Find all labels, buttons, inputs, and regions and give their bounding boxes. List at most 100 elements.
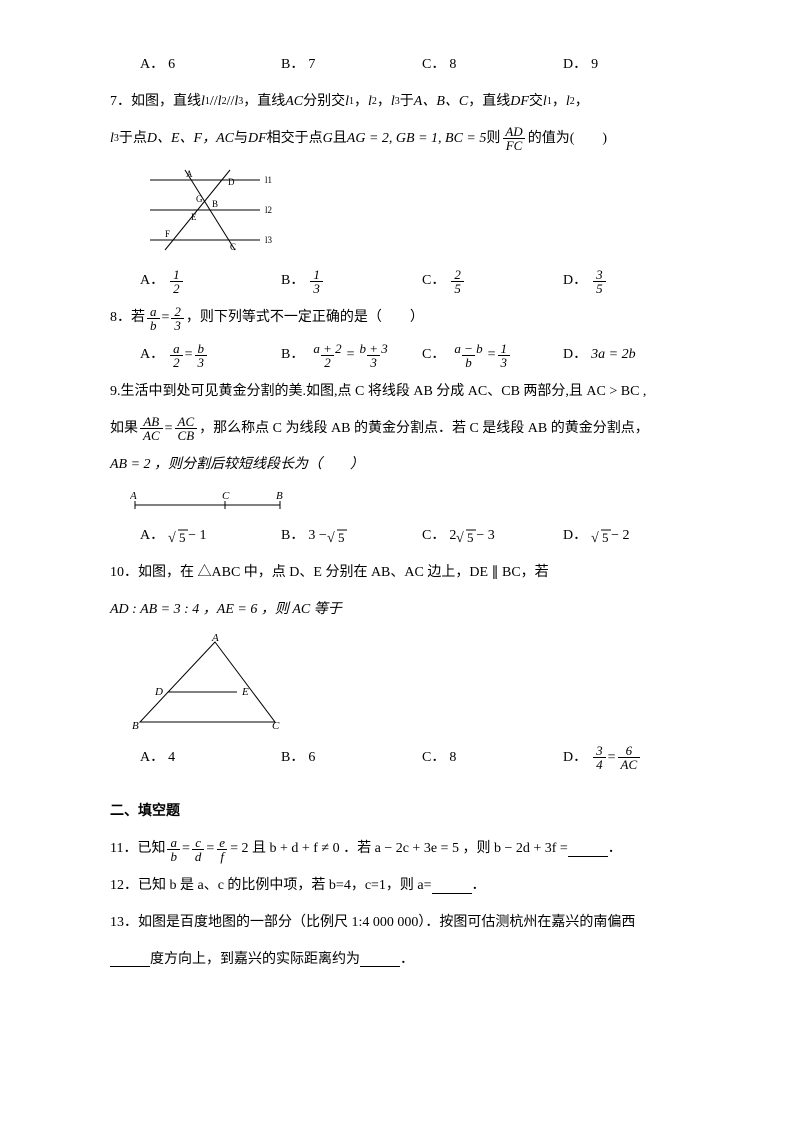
q7-t2: ，直线	[243, 87, 285, 118]
q9b: 3 −	[308, 521, 326, 552]
q8cln: a − b	[451, 342, 485, 355]
q11-p: ．	[608, 834, 622, 865]
q7bn: 1	[310, 268, 323, 281]
q8f2d: 3	[171, 318, 184, 332]
q10-choices: A．4 B．6 C．8 D． 34 = 6AC	[140, 743, 704, 774]
q9t2b: ，那么称点 C 为线段 AB 的黄金分割点．若 C 是线段 AB 的黄金分割点，	[199, 414, 649, 445]
q10drn: 6	[623, 744, 636, 757]
q9lb: B．	[281, 521, 304, 552]
q10-ca: A．4	[140, 743, 281, 774]
q7-cc: C．25	[422, 266, 563, 297]
q7-ac2: AC	[216, 124, 234, 155]
q13-line1: 13．如图是百度地图的一部分（比例尺 1:4 000 000）．按图可估测杭州在…	[110, 908, 704, 939]
lc: C．	[422, 266, 445, 297]
q7-c2: ，	[377, 87, 391, 118]
q7-t3: 分别交	[303, 87, 345, 118]
q7-c1: ，	[354, 87, 368, 118]
svg-text:A: A	[211, 632, 219, 644]
q10dd: 4	[593, 757, 606, 771]
q7-t8: 与	[234, 124, 248, 155]
label-c: C．	[422, 50, 445, 81]
q6-choice-c: C．8	[422, 50, 563, 81]
q9a: − 1	[188, 521, 206, 552]
q8aln: a	[170, 342, 183, 355]
q10c: 8	[449, 743, 456, 774]
q13-p: ．	[400, 945, 414, 976]
svg-text:D: D	[154, 686, 163, 698]
q7an: 1	[170, 268, 183, 281]
q8-t1: 8．若	[110, 303, 145, 334]
q6-choice-a: A．6	[140, 50, 281, 81]
label-a: A．	[140, 50, 164, 81]
q7-par1: //	[210, 87, 218, 118]
q7-df: DF	[510, 87, 529, 118]
q7-def: D、E、F，	[147, 124, 216, 155]
q8ald: 2	[170, 355, 183, 369]
svg-text:l2: l2	[265, 205, 272, 215]
q9t1: 9.生活中到处可见黄金分割的美.如图,点 C 将线段 AB 分成 AC、CB 两…	[110, 377, 646, 408]
q9cb: − 3	[476, 521, 494, 552]
svg-text:√: √	[591, 531, 599, 546]
svg-text:A: A	[186, 169, 193, 179]
q8ceq: =	[488, 340, 496, 371]
q10ld: D．	[563, 743, 587, 774]
q10-line1: 10．如图，在 △ABC 中，点 D、E 分别在 AB、AC 边上，DE ∥ B…	[110, 558, 704, 589]
q6-a-val: 6	[168, 50, 175, 81]
q8cld: b	[462, 355, 475, 369]
svg-text:A: A	[130, 490, 137, 502]
q11t1: 11．已知	[110, 834, 165, 865]
q7-diagram: A D G B E F C l1 l2 l3	[130, 160, 704, 260]
q9frn: AC	[175, 415, 198, 428]
q8-eq: =	[162, 303, 170, 334]
q11-line: 11．已知 ab = cd = ef = 2 且 b + d + f ≠ 0 ．…	[110, 834, 704, 865]
q7-line2: l3 于点 D、E、F， AC 与 DF 相交于点 G 且 AG = 2, GB…	[110, 124, 704, 155]
la: A．	[140, 266, 164, 297]
q9ld: D．	[563, 521, 587, 552]
q9lc: C．	[422, 521, 445, 552]
q9t2a: 如果	[110, 414, 138, 445]
q7-t12: 的值为( )	[528, 124, 607, 155]
q9-cd: D． √5 − 2	[563, 521, 704, 552]
q8-cb: B． a + 22 = b + 33	[281, 340, 422, 371]
svg-text:l3: l3	[265, 235, 273, 245]
q9-choices: A． √5 − 1 B． 3 − √5 C． 2 √5 − 3 D． √5 − …	[140, 521, 704, 552]
svg-text:D: D	[228, 177, 235, 187]
q8la: A．	[140, 340, 164, 371]
q6-c-val: 8	[449, 50, 456, 81]
q8dval: 3a = 2b	[591, 340, 635, 371]
q10-line2: AD : AB = 3 : 4 ，AE = 6 ，则 AC 等于	[110, 595, 704, 626]
q13t2: 度方向上，到嘉兴的实际距离约为	[150, 945, 360, 976]
q7bd: 3	[310, 281, 323, 295]
q6-choices: A．6 B．7 C．8 D．9	[140, 50, 704, 81]
q7-t6: 交	[529, 87, 543, 118]
q7-t4: 于	[400, 87, 414, 118]
q8-choices: A． a2 = b3 B． a + 22 = b + 33 C． a − bb …	[140, 340, 704, 371]
q13t1: 13．如图是百度地图的一部分（比例尺 1:4 000 000）．按图可估测杭州在…	[110, 908, 635, 939]
q9-cb: B． 3 − √5	[281, 521, 422, 552]
q7dn: 3	[593, 268, 606, 281]
q8brn: b + 3	[357, 342, 391, 355]
svg-text:5: 5	[179, 530, 186, 545]
q7-t1: 7．如图，直线	[110, 87, 201, 118]
svg-text:√: √	[168, 531, 176, 546]
q12t: 12．已知 b 是 a、c 的比例中项，若 b=4，c=1，则 a=	[110, 871, 432, 902]
q6-choice-d: D．9	[563, 50, 704, 81]
lb: B．	[281, 266, 304, 297]
q7-c4: ，	[575, 87, 589, 118]
q7-eq: AG = 2, GB = 1, BC = 5	[347, 124, 487, 155]
q7-t11: 则	[486, 124, 500, 155]
q7-g: G	[323, 124, 333, 155]
q9fld: AC	[140, 428, 163, 442]
q10dn: 3	[593, 744, 606, 757]
q8f1n: a	[147, 305, 160, 318]
q13-blank1	[110, 952, 150, 967]
q8ld: D．	[563, 340, 587, 371]
q11f2d: d	[192, 849, 205, 863]
q7-frac: ADFC	[502, 125, 525, 152]
q7-frN: AD	[502, 125, 525, 138]
q10lb: B．	[281, 743, 304, 774]
q6-d-val: 9	[591, 50, 598, 81]
q11f3n: e	[216, 836, 228, 849]
q11t2: = 2 且 b + d + f ≠ 0 ．若 a − 2c + 3e = 5 ，…	[230, 834, 568, 865]
q11f3d: f	[217, 849, 227, 863]
